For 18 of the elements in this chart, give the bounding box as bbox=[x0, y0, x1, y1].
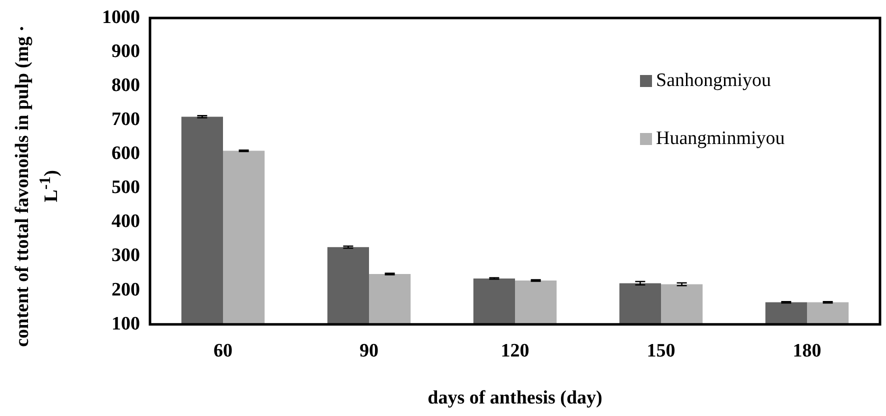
y-tick-label: 100 bbox=[112, 313, 140, 334]
y-tick-label: 800 bbox=[112, 74, 140, 96]
x-tick-label: 150 bbox=[646, 340, 676, 362]
y-tick-label: 700 bbox=[112, 109, 140, 130]
x-tick-label: 180 bbox=[792, 340, 822, 362]
x-tick-label: 60 bbox=[214, 340, 232, 362]
y-tick-label: 400 bbox=[112, 211, 140, 232]
y-tick-label: 900 bbox=[112, 40, 140, 62]
x-axis-title: days of anthesis (day) bbox=[428, 388, 602, 409]
y-tick-label: 300 bbox=[112, 245, 140, 266]
y-tick-label: 1000 bbox=[102, 6, 140, 28]
x-tick-label: 120 bbox=[500, 340, 530, 362]
x-tick-label: 90 bbox=[360, 340, 378, 362]
legend-label: Huangminmiyou bbox=[656, 128, 785, 150]
y-tick-label: 500 bbox=[112, 177, 140, 198]
legend-label: Sanhongmiyou bbox=[656, 70, 772, 92]
y-tick-label: 600 bbox=[112, 143, 140, 164]
y-tick-label: 200 bbox=[112, 279, 140, 300]
